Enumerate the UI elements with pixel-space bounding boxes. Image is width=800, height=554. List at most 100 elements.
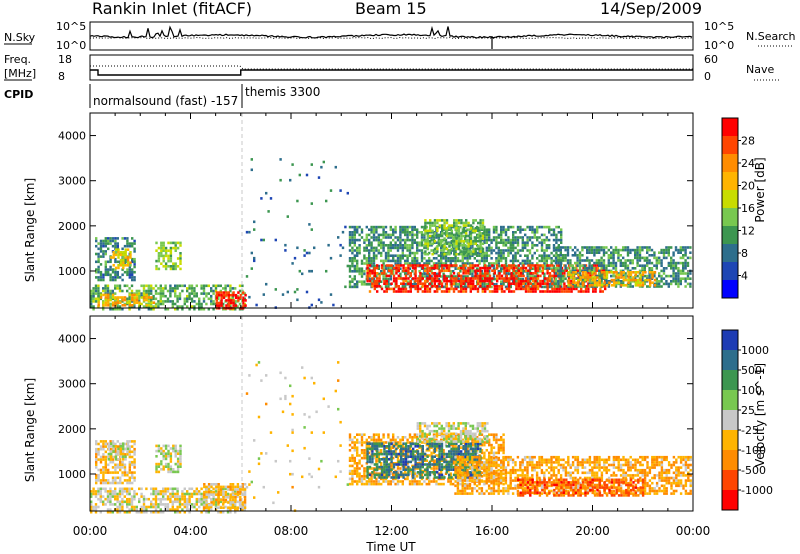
power-cell-region-9 <box>662 248 666 252</box>
power-cell-region-9 <box>554 267 558 270</box>
power-cell-region-9 <box>564 256 567 260</box>
velocity-cell-region-3 <box>106 510 110 514</box>
power-cell-region-7 <box>388 264 391 267</box>
power-cell-region-6 <box>387 283 390 286</box>
power-cell-region-9 <box>636 254 639 257</box>
power-cell-region-7 <box>448 279 451 283</box>
power-cell-region-7 <box>479 277 482 280</box>
power-cell-region-10 <box>603 281 606 284</box>
power-cell-region-0 <box>121 237 124 240</box>
power-cell-region-0 <box>114 276 117 279</box>
power-cell-region-6 <box>538 267 541 270</box>
power-cell-region-9 <box>607 256 610 260</box>
power-cell-region-9 <box>638 259 642 262</box>
velocity-cell-region-3 <box>106 497 110 501</box>
power-cell-region-10 <box>649 271 652 274</box>
power-cell-region-1 <box>117 248 120 251</box>
power-cell-region-6 <box>560 285 563 289</box>
power-cell-region-7 <box>397 264 400 267</box>
power-cell-region-11 <box>245 275 249 278</box>
power-cell-region-6 <box>545 225 548 229</box>
power-cell-region-7 <box>433 290 436 293</box>
power-cell-region-0 <box>104 237 107 240</box>
power-cell-region-3 <box>154 289 158 293</box>
velocity-cell-region-0 <box>121 460 124 464</box>
power-cell-region-3 <box>157 300 160 303</box>
velocity-cell-region-0 <box>95 481 98 485</box>
velocity-cell-region-0 <box>133 440 136 443</box>
power-cell-region-0 <box>104 239 107 243</box>
power-cell-region-9 <box>662 269 666 273</box>
power-cell-region-3 <box>176 287 179 290</box>
velocity-cell-region-3 <box>166 495 170 498</box>
power-cell-region-5 <box>225 299 228 302</box>
power-cell-region-7 <box>373 279 376 283</box>
power-cell-region-7 <box>376 277 379 280</box>
power-cell-region-7 <box>488 285 492 288</box>
power-cell-region-10 <box>627 271 630 274</box>
power-cell-region-4 <box>133 293 136 297</box>
velocity-cell-region-0 <box>133 447 136 451</box>
power-cell-region-0 <box>95 239 98 243</box>
velocity-cell-region-5 <box>363 475 366 478</box>
power-cell-region-7 <box>368 269 372 272</box>
velocity-cell-region-5 <box>360 451 364 455</box>
power-cell-region-8 <box>467 221 470 225</box>
power-cell-region-6 <box>351 251 354 255</box>
power-cell-region-7 <box>460 274 463 278</box>
velocity-cell-region-5 <box>358 459 361 462</box>
power-cell-region-6 <box>466 254 469 257</box>
power-cell-region-7 <box>469 287 472 291</box>
power-cell-region-1 <box>124 248 127 251</box>
power-cell-region-8 <box>481 219 485 222</box>
velocity-cell-region-3 <box>128 500 131 504</box>
power-cell-region-7 <box>409 282 412 285</box>
power-cell-region-9 <box>653 254 656 257</box>
power-cell-region-6 <box>550 280 553 283</box>
power-cell-region-11 <box>262 238 265 242</box>
power-cell-region-6 <box>380 241 383 244</box>
power-cell-region-9 <box>602 259 606 262</box>
power-cell-region-6 <box>507 228 510 231</box>
power-cell-region-1 <box>119 253 123 257</box>
power-cell-region-9 <box>670 282 673 286</box>
power-cell-region-6 <box>526 244 529 247</box>
power-cell-region-3 <box>164 287 167 290</box>
power-cell-region-9 <box>574 251 577 254</box>
power-cell-region-9 <box>636 264 639 267</box>
power-cell-region-6 <box>528 251 532 255</box>
velocity-cell-region-5 <box>389 438 392 442</box>
power-cell-region-3 <box>154 284 158 288</box>
power-cell-region-6 <box>372 277 376 281</box>
power-cell-region-7 <box>517 282 520 285</box>
power-cell-region-7 <box>455 287 458 291</box>
power-cell-region-4 <box>143 298 146 302</box>
power-cell-region-9 <box>562 277 565 280</box>
power-cell-region-9 <box>559 248 562 252</box>
power-cell-region-8 <box>441 224 444 227</box>
power-cell-region-7 <box>385 287 388 291</box>
power-cell-region-6 <box>437 254 440 257</box>
power-cell-region-6 <box>497 254 500 257</box>
power-cell-region-6 <box>516 238 520 242</box>
power-cell-region-7 <box>416 282 420 285</box>
power-cell-region-9 <box>586 269 589 273</box>
power-cell-region-3 <box>243 297 246 301</box>
power-cell-region-9 <box>557 246 560 249</box>
power-cell-region-5 <box>242 299 245 302</box>
power-cell-region-1 <box>114 253 118 257</box>
power-cell-region-3 <box>178 297 182 301</box>
power-cell-region-6 <box>351 270 354 273</box>
velocity-cell-region-3 <box>229 503 232 506</box>
velocity-cell-region-3 <box>121 500 124 504</box>
power-cell-region-6 <box>504 241 508 244</box>
power-cell-region-6 <box>512 249 515 252</box>
velocity-cell-region-2 <box>164 447 168 450</box>
power-cell-region-3 <box>164 300 167 303</box>
power-cell-region-9 <box>595 248 598 252</box>
power-cell-region-5 <box>244 299 247 302</box>
power-cell-region-9 <box>684 277 687 280</box>
velocity-cell-region-2 <box>162 452 165 455</box>
velocity-cell-region-1 <box>122 442 125 445</box>
power-cell-region-6 <box>368 238 371 242</box>
